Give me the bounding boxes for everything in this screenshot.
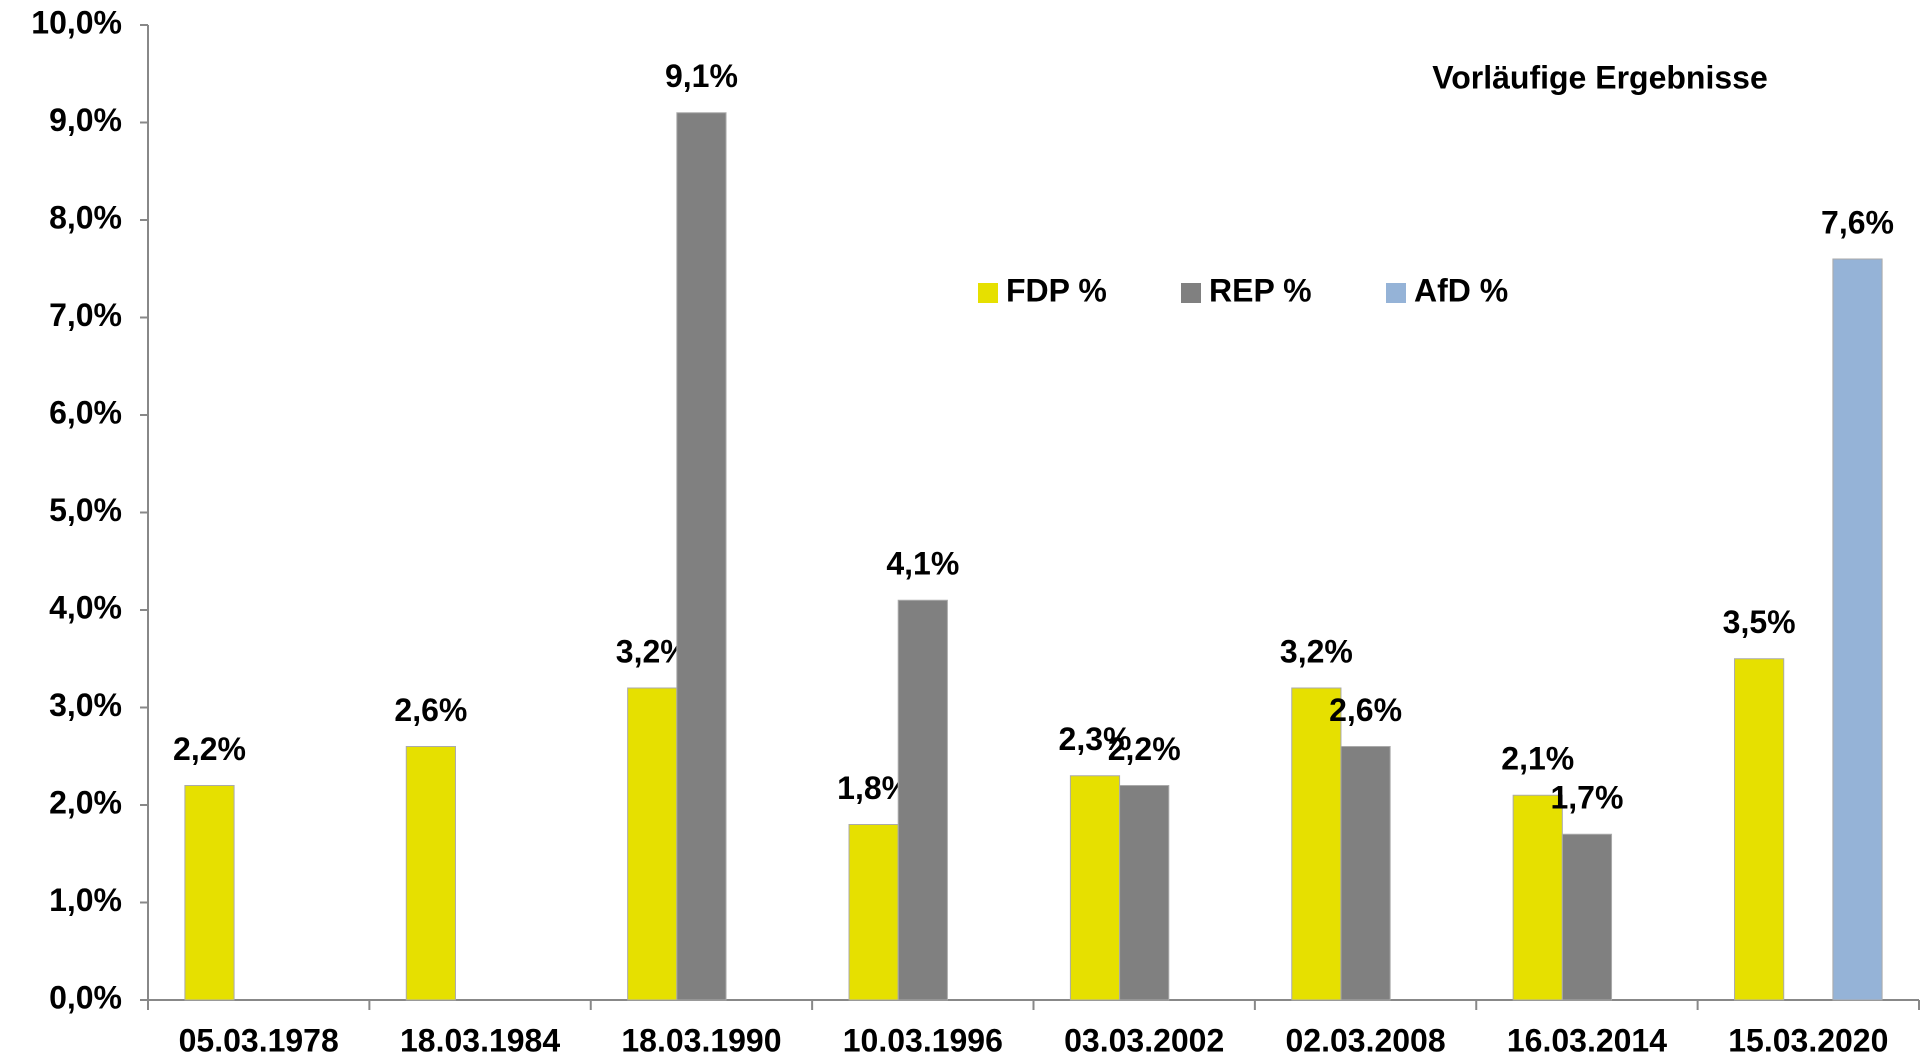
value-label: 2,2% xyxy=(173,731,246,767)
value-label: 2,3% xyxy=(1059,721,1132,757)
legend-swatch xyxy=(1181,283,1201,303)
legend-label: REP % xyxy=(1209,272,1312,308)
y-tick-label: 8,0% xyxy=(49,199,122,235)
bar xyxy=(676,112,727,1001)
x-tick-label: 15.03.2020 xyxy=(1728,1022,1888,1058)
x-tick-label: 18.03.1990 xyxy=(621,1022,781,1058)
bar xyxy=(897,599,948,1001)
x-tick-label: 18.03.1984 xyxy=(400,1022,560,1058)
bar xyxy=(1291,687,1342,1001)
y-tick-label: 6,0% xyxy=(49,394,122,430)
bar xyxy=(627,687,678,1001)
bar xyxy=(1069,775,1121,1001)
value-label: 9,1% xyxy=(665,58,738,94)
bar xyxy=(1561,833,1613,1001)
value-label: 2,1% xyxy=(1501,741,1574,777)
value-label: 1,7% xyxy=(1550,780,1623,816)
value-label: 7,6% xyxy=(1821,204,1894,240)
value-label: 2,2% xyxy=(1108,731,1181,767)
x-tick-label: 16.03.2014 xyxy=(1507,1022,1667,1058)
legend-label: AfD % xyxy=(1414,272,1508,308)
y-tick-label: 10,0% xyxy=(31,4,122,40)
x-tick-label: 02.03.2008 xyxy=(1285,1022,1445,1058)
y-tick-label: 9,0% xyxy=(49,102,122,138)
value-label: 2,6% xyxy=(1329,692,1402,728)
bar xyxy=(1734,658,1785,1001)
bar xyxy=(1512,794,1563,1001)
legend-swatch xyxy=(978,283,998,303)
bar xyxy=(184,785,235,1001)
bar xyxy=(1832,258,1883,1001)
y-tick-label: 1,0% xyxy=(49,882,122,918)
y-tick-label: 3,0% xyxy=(49,687,122,723)
x-tick-label: 05.03.1978 xyxy=(179,1022,339,1058)
annotation: Vorläufige Ergebnisse xyxy=(1432,59,1768,95)
value-label: 2,6% xyxy=(394,692,467,728)
y-tick-label: 7,0% xyxy=(49,297,122,333)
value-label: 3,2% xyxy=(1280,633,1353,669)
bar xyxy=(1340,746,1391,1001)
bar xyxy=(405,746,456,1001)
value-label: 4,1% xyxy=(886,546,959,582)
x-tick-label: 10.03.1996 xyxy=(843,1022,1003,1058)
bar xyxy=(848,824,899,1001)
y-tick-label: 2,0% xyxy=(49,784,122,820)
bar xyxy=(1119,785,1170,1001)
legend-label: FDP % xyxy=(1006,272,1107,308)
legend-swatch xyxy=(1386,283,1406,303)
value-label: 3,5% xyxy=(1723,604,1796,640)
x-tick-label: 03.03.2002 xyxy=(1064,1022,1224,1058)
y-tick-label: 5,0% xyxy=(49,492,122,528)
y-tick-label: 0,0% xyxy=(49,979,122,1015)
y-tick-label: 4,0% xyxy=(49,589,122,625)
